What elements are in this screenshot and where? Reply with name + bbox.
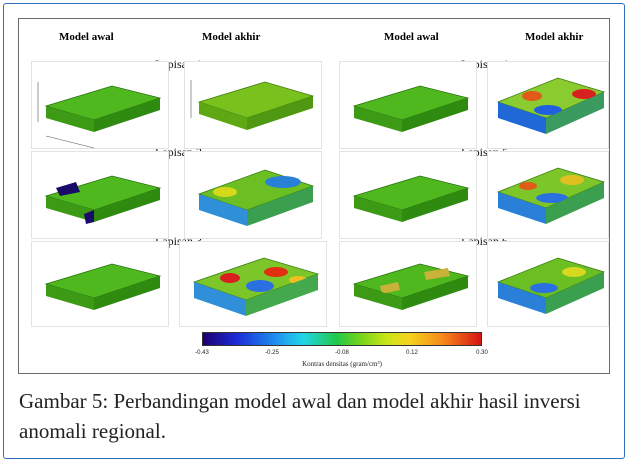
header-model-awal-left: Model awal: [59, 31, 114, 43]
panel-lapisan-5-awal: [339, 151, 477, 239]
panel-lapisan-4-awal: [339, 61, 477, 149]
panel-lapisan-2-akhir: [184, 151, 322, 239]
panel-lapisan-6-akhir: [487, 241, 609, 327]
panel-lapisan-3-akhir: [179, 241, 327, 327]
panel-lapisan-3-awal: [31, 241, 169, 327]
colorbar-tick: -0.43: [195, 350, 209, 356]
volume-plot-lapisan-3-akhir: [192, 257, 320, 316]
colorbar-title: Kontras densitas (gram/cm³): [302, 360, 382, 368]
volume-plot-lapisan-4-akhir: [496, 77, 606, 134]
colorbar-tick: -0.08: [335, 350, 349, 356]
figure-caption: Gambar 5: Perbandingan model awal dan mo…: [19, 389, 581, 443]
volume-plot-lapisan-6-awal: [352, 263, 470, 310]
header-model-akhir-right: Model akhir: [525, 31, 584, 43]
header-model-awal-right: Model awal: [384, 31, 439, 43]
panel-lapisan-6-awal: [339, 241, 477, 327]
volume-plot-lapisan-5-awal: [352, 175, 470, 222]
volume-plot-lapisan-1-akhir: [190, 80, 315, 130]
header-model-akhir-left: Model akhir: [202, 31, 261, 43]
panel-lapisan-1-akhir: [184, 61, 322, 149]
panel-lapisan-4-akhir: [487, 61, 609, 149]
volume-plot-lapisan-1-awal: [37, 82, 162, 149]
volume-plot-lapisan-3-awal: [44, 263, 162, 310]
figure-frame: [3, 3, 625, 459]
colorbar-tick: 0.30: [476, 350, 488, 356]
volume-plot-lapisan-2-awal: [44, 175, 162, 224]
panel-lapisan-1-awal: [31, 61, 169, 149]
figure-image: Model awal Model akhir Model awal Model …: [18, 18, 610, 374]
volume-plot-lapisan-2-akhir: [197, 169, 315, 226]
colorbar-tick: -0.25: [265, 350, 279, 356]
panel-lapisan-2-awal: [31, 151, 169, 239]
volume-plot-lapisan-5-akhir: [496, 167, 606, 224]
colorbar-tick: 0.12: [406, 350, 418, 356]
colorbar: [202, 332, 482, 346]
volume-plot-lapisan-6-akhir: [496, 257, 606, 314]
panel-lapisan-5-akhir: [487, 151, 609, 239]
volume-plot-lapisan-4-awal: [352, 85, 470, 132]
